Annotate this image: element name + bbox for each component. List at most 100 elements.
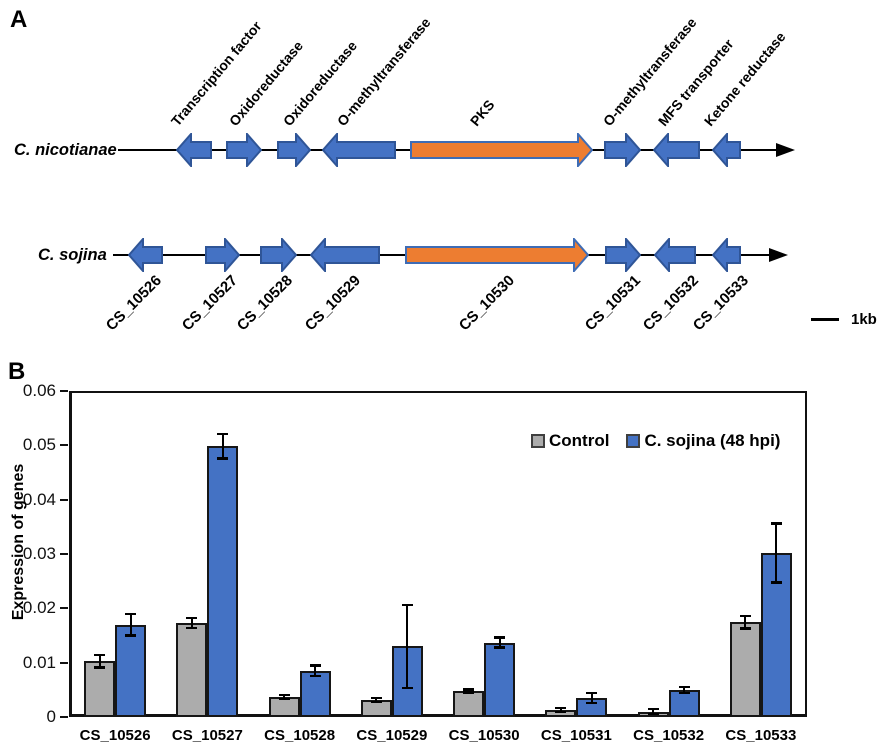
x-category-label: CS_10527	[171, 727, 243, 744]
gene-arrow-cs-10531	[605, 238, 641, 272]
error-bar-cap	[278, 697, 290, 701]
error-bar-cap	[370, 700, 382, 704]
gene-arrow-shape	[176, 133, 212, 167]
species-label-sojina: C. sojina	[38, 246, 107, 264]
error-bar-cap	[586, 701, 598, 705]
x-category-label: CS_10531	[540, 727, 612, 744]
error-bar-cap	[647, 712, 659, 716]
y-tick-label: 0	[46, 707, 56, 726]
error-bar	[190, 617, 193, 629]
scale-bar-label: 1kb	[851, 311, 877, 328]
gene-arrow-shape	[310, 238, 380, 272]
legend-swatch-icon	[531, 434, 545, 448]
gene-function-label: Ketone reductase	[700, 28, 789, 129]
error-bar-cap	[125, 634, 137, 637]
legend-label: C. sojina (48 hpi)	[644, 431, 781, 450]
error-bar-cap	[770, 522, 782, 525]
gene-cluster-diagram: C. nicotianae C. sojina 1kb Transcriptio…	[0, 0, 883, 360]
error-bar-cap	[739, 627, 751, 630]
error-bar-cap	[125, 612, 137, 616]
error-bar-cap	[401, 686, 413, 690]
gene-arrow-o-methyltransferase	[604, 133, 641, 167]
gene-arrow-shape	[605, 238, 641, 272]
error-bar-cap	[186, 616, 198, 620]
x-category-label: CS_10532	[633, 727, 705, 744]
gene-arrow-shape	[410, 133, 593, 167]
gene-arrow-shape	[205, 238, 240, 272]
y-tick-mark	[60, 498, 68, 501]
error-bar-cap	[217, 432, 229, 436]
bar-treatment	[115, 624, 147, 717]
gene-id-label: CS_10527	[178, 272, 242, 335]
gene-arrow-cs-10526	[128, 238, 163, 272]
gene-row-arrowhead-icon	[769, 248, 788, 262]
y-tick-mark	[60, 716, 68, 718]
gene-arrow-shape	[128, 238, 163, 272]
y-tick-mark	[60, 553, 68, 555]
bar-control	[729, 622, 761, 717]
y-tick-mark	[60, 390, 68, 392]
gene-arrow-ketone-reductase	[712, 133, 741, 167]
legend-item: C. sojina (48 hpi)	[626, 431, 780, 451]
error-bar-cap	[494, 646, 506, 649]
bar-control	[176, 623, 208, 717]
error-bar-cap	[309, 674, 321, 678]
error-bar-cap	[278, 693, 290, 697]
gene-arrow-shape	[654, 238, 696, 272]
gene-arrow-pks	[410, 133, 593, 167]
gene-arrow-cs-10528	[260, 238, 297, 272]
y-tick-label: 0.05	[22, 435, 56, 455]
gene-arrow-cs-10530	[405, 238, 589, 272]
gene-arrow-cs-10533	[712, 238, 741, 272]
y-tick-label: 0.04	[22, 489, 56, 509]
bar-treatment	[391, 646, 423, 717]
expression-bar-chart: 0 0.01 0.02 0.03 0.04 0.05 0.06 CS_10526 CS_1052…	[0, 360, 883, 751]
x-category-label: CS_10529	[356, 727, 428, 744]
species-label-nicotianae: C. nicotianae	[14, 141, 117, 159]
error-bar-cap	[494, 636, 506, 639]
error-bar-cap	[647, 707, 659, 711]
gene-id-label: CS_10526	[102, 272, 166, 335]
gene-function-label: PKS	[466, 96, 498, 129]
x-category-label: CS_10528	[264, 727, 336, 744]
gene-arrow-shape	[260, 238, 297, 272]
error-bar-cap	[370, 696, 382, 700]
gene-arrow-transcription-factor	[176, 133, 212, 167]
y-tick-label: 0.03	[22, 544, 56, 563]
error-bar	[744, 615, 747, 629]
gene-arrow-oxidoreductase	[226, 133, 262, 167]
error-bar	[283, 694, 286, 700]
error-bar	[406, 604, 409, 689]
gene-arrow-shape	[712, 238, 741, 272]
error-bar	[314, 665, 317, 677]
gene-arrow-mfs-transporter	[653, 133, 700, 167]
gene-arrow-shape	[322, 133, 396, 167]
scale-bar	[811, 318, 839, 321]
gene-arrow-shape	[604, 133, 641, 167]
error-bar-cap	[94, 653, 106, 657]
gene-arrow-shape	[653, 133, 700, 167]
error-bar-cap	[739, 614, 751, 618]
bar-treatment	[299, 670, 331, 717]
x-category-label: CS_10533	[725, 727, 797, 744]
gene-function-label: O-methyltransferase	[333, 14, 434, 130]
y-axis-title: Expression of genes	[10, 463, 27, 621]
error-bar-cap	[555, 706, 567, 710]
legend-item: Control	[531, 431, 609, 451]
panel-b-label: B	[8, 358, 26, 385]
error-bar	[559, 707, 562, 713]
x-category-label: CS_10526	[79, 727, 151, 744]
y-tick-mark	[60, 661, 68, 664]
gene-arrow-shape	[405, 238, 589, 272]
error-bar	[775, 523, 778, 583]
gene-arrow-cs-10532	[654, 238, 696, 272]
y-tick-label: 0.06	[22, 381, 56, 400]
gene-arrow-oxidoreductase	[277, 133, 311, 167]
gene-id-label: CS_10530	[455, 272, 519, 335]
bar-treatment	[207, 446, 239, 717]
chart-legend: Control C. sojina (48 hpi)	[531, 431, 780, 451]
gene-row-arrowhead-icon	[776, 143, 795, 157]
bar-control	[84, 661, 116, 717]
error-bar	[221, 433, 224, 459]
